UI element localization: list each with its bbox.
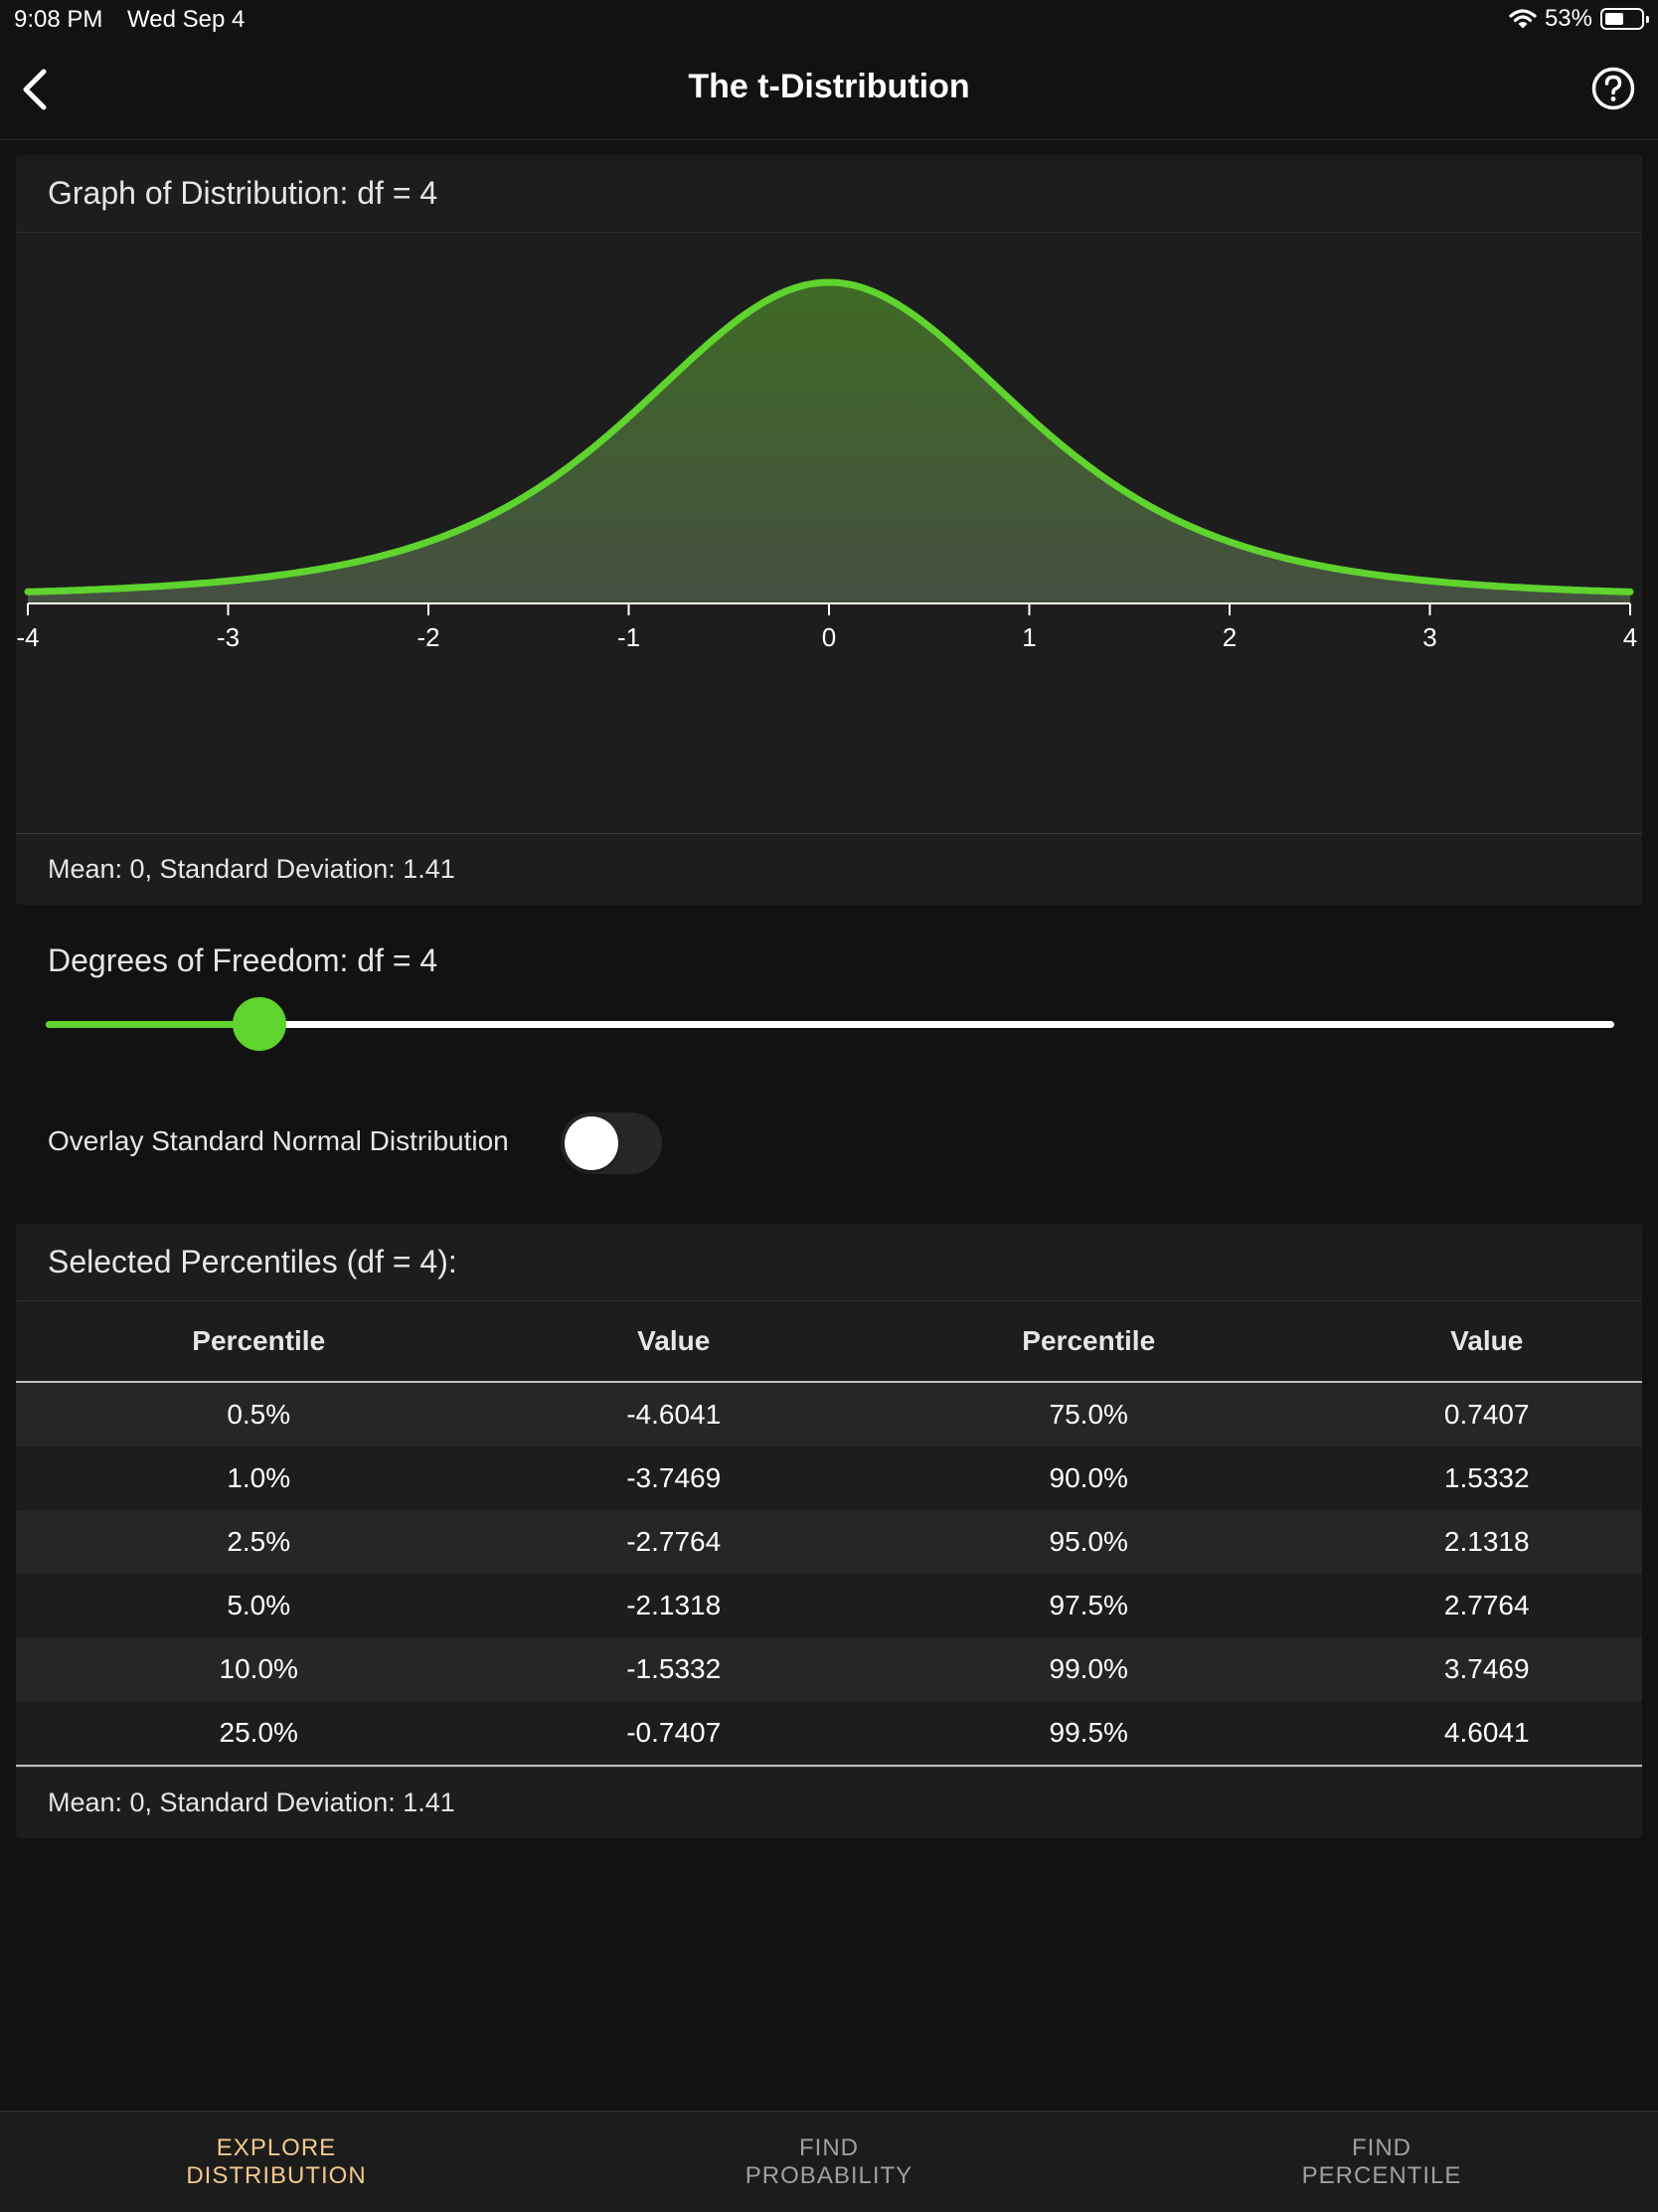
table-header-row: Percentile Value Percentile Value bbox=[16, 1301, 1642, 1383]
tab-label-line: PROBABILITY bbox=[745, 2161, 913, 2189]
table-cell: 99.5% bbox=[846, 1701, 1332, 1767]
battery-icon bbox=[1600, 8, 1649, 30]
table-cell: 2.5% bbox=[16, 1510, 502, 1574]
slider-thumb[interactable] bbox=[232, 997, 286, 1051]
table-row: 10.0% -1.5332 99.0% 3.7469 bbox=[16, 1637, 1642, 1701]
question-circle-icon bbox=[1591, 67, 1635, 110]
df-slider[interactable] bbox=[46, 994, 1614, 1054]
nav-bar: The t-Distribution bbox=[0, 40, 1658, 140]
table-cell: 75.0% bbox=[846, 1382, 1332, 1446]
tab-label-line: EXPLORE bbox=[216, 2133, 337, 2161]
table-cell: 5.0% bbox=[16, 1574, 502, 1637]
tab-find-percentile[interactable]: FIND PERCENTILE bbox=[1105, 2112, 1658, 2212]
x-tick-label: -3 bbox=[217, 622, 240, 652]
table-cell: 99.0% bbox=[846, 1637, 1332, 1701]
table-row: 2.5% -2.7764 95.0% 2.1318 bbox=[16, 1510, 1642, 1574]
x-tick-label: 2 bbox=[1223, 622, 1237, 652]
table-cell: 2.7764 bbox=[1331, 1574, 1642, 1637]
table-cell: 0.7407 bbox=[1331, 1382, 1642, 1446]
help-button[interactable] bbox=[1590, 66, 1636, 111]
table-row: 5.0% -2.1318 97.5% 2.7764 bbox=[16, 1574, 1642, 1637]
status-date: Wed Sep 4 bbox=[127, 6, 246, 33]
toggle-knob[interactable] bbox=[565, 1116, 618, 1170]
table-row: 25.0% -0.7407 99.5% 4.6041 bbox=[16, 1701, 1642, 1767]
table-cell: 1.0% bbox=[16, 1446, 502, 1510]
battery-percent: 53% bbox=[1544, 5, 1592, 32]
x-tick-label: -4 bbox=[16, 622, 39, 652]
status-bar: 9:08 PM Wed Sep 4 53% bbox=[0, 0, 1658, 40]
table-cell: 3.7469 bbox=[1331, 1637, 1642, 1701]
x-tick-label: 1 bbox=[1022, 622, 1036, 652]
table-cell: 2.1318 bbox=[1331, 1510, 1642, 1574]
column-header: Percentile bbox=[846, 1301, 1332, 1383]
table-cell: -2.1318 bbox=[501, 1574, 846, 1637]
tab-label-line: DISTRIBUTION bbox=[186, 2161, 367, 2189]
t-distribution-chart: -4 -3 -2 -1 0 1 2 3 4 bbox=[16, 278, 1637, 652]
tab-explore-distribution[interactable]: EXPLORE DISTRIBUTION bbox=[0, 2112, 553, 2212]
overlay-toggle[interactable] bbox=[561, 1112, 662, 1174]
tab-bar: EXPLORE DISTRIBUTION FIND PROBABILITY FI… bbox=[0, 2111, 1658, 2212]
chevron-left-icon bbox=[23, 69, 47, 110]
tab-label-line: FIND bbox=[799, 2133, 859, 2161]
percentiles-header: Selected Percentiles (df = 4): bbox=[16, 1224, 1642, 1301]
slider-fill bbox=[46, 1021, 259, 1028]
distribution-graph-card: Graph of Distribution: df = 4 -4 -3 -2 -1 0 1… bbox=[16, 155, 1642, 905]
table-cell: 4.6041 bbox=[1331, 1701, 1642, 1767]
x-tick-label: 4 bbox=[1623, 622, 1637, 652]
back-button[interactable] bbox=[10, 62, 60, 117]
table-cell: 10.0% bbox=[16, 1637, 502, 1701]
status-indicators: 53% bbox=[1509, 5, 1649, 33]
table-cell: 25.0% bbox=[16, 1701, 502, 1767]
x-tick-label: -2 bbox=[416, 622, 439, 652]
table-cell: -0.7407 bbox=[501, 1701, 846, 1767]
table-cell: 90.0% bbox=[846, 1446, 1332, 1510]
table-cell: 0.5% bbox=[16, 1382, 502, 1446]
percentiles-table: Percentile Value Percentile Value 0.5% -… bbox=[16, 1301, 1642, 1767]
tab-label-line: FIND bbox=[1352, 2133, 1411, 2161]
chart-area: -4 -3 -2 -1 0 1 2 3 4 bbox=[16, 233, 1642, 833]
x-tick-label: 0 bbox=[822, 622, 836, 652]
table-row: 0.5% -4.6041 75.0% 0.7407 bbox=[16, 1382, 1642, 1446]
column-header: Value bbox=[1331, 1301, 1642, 1383]
table-cell: -1.5332 bbox=[501, 1637, 846, 1701]
graph-footer: Mean: 0, Standard Deviation: 1.41 bbox=[16, 833, 1642, 905]
column-header: Percentile bbox=[16, 1301, 502, 1383]
tab-label-line: PERCENTILE bbox=[1301, 2161, 1462, 2189]
slider-track[interactable] bbox=[46, 1021, 1614, 1028]
distribution-curve bbox=[24, 278, 1634, 596]
x-tick-label: 3 bbox=[1422, 622, 1436, 652]
wifi-icon bbox=[1509, 9, 1537, 29]
df-label: Degrees of Freedom: df = 4 bbox=[48, 942, 438, 978]
table-cell: 1.5332 bbox=[1331, 1446, 1642, 1510]
table-row: 1.0% -3.7469 90.0% 1.5332 bbox=[16, 1446, 1642, 1510]
page-title: The t-Distribution bbox=[688, 68, 970, 105]
overlay-label: Overlay Standard Normal Distribution bbox=[48, 1125, 509, 1156]
graph-header: Graph of Distribution: df = 4 bbox=[16, 155, 1642, 233]
x-tick-label: -1 bbox=[617, 622, 640, 652]
column-header: Value bbox=[501, 1301, 846, 1383]
table-cell: -2.7764 bbox=[501, 1510, 846, 1574]
tab-find-probability[interactable]: FIND PROBABILITY bbox=[553, 2112, 1105, 2212]
distribution-area bbox=[28, 282, 1630, 603]
table-cell: 95.0% bbox=[846, 1510, 1332, 1574]
table-cell: -3.7469 bbox=[501, 1446, 846, 1510]
percentiles-footer: Mean: 0, Standard Deviation: 1.41 bbox=[16, 1767, 1642, 1838]
battery-fill bbox=[1605, 13, 1624, 25]
status-time: 9:08 PM bbox=[14, 6, 103, 33]
battery-tip bbox=[1646, 16, 1649, 23]
percentiles-card: Selected Percentiles (df = 4): Percentil… bbox=[16, 1224, 1642, 1838]
chart-layer: -4 -3 -2 -1 0 1 2 3 4 bbox=[16, 278, 1637, 652]
table-cell: 97.5% bbox=[846, 1574, 1332, 1637]
table-cell: -4.6041 bbox=[501, 1382, 846, 1446]
